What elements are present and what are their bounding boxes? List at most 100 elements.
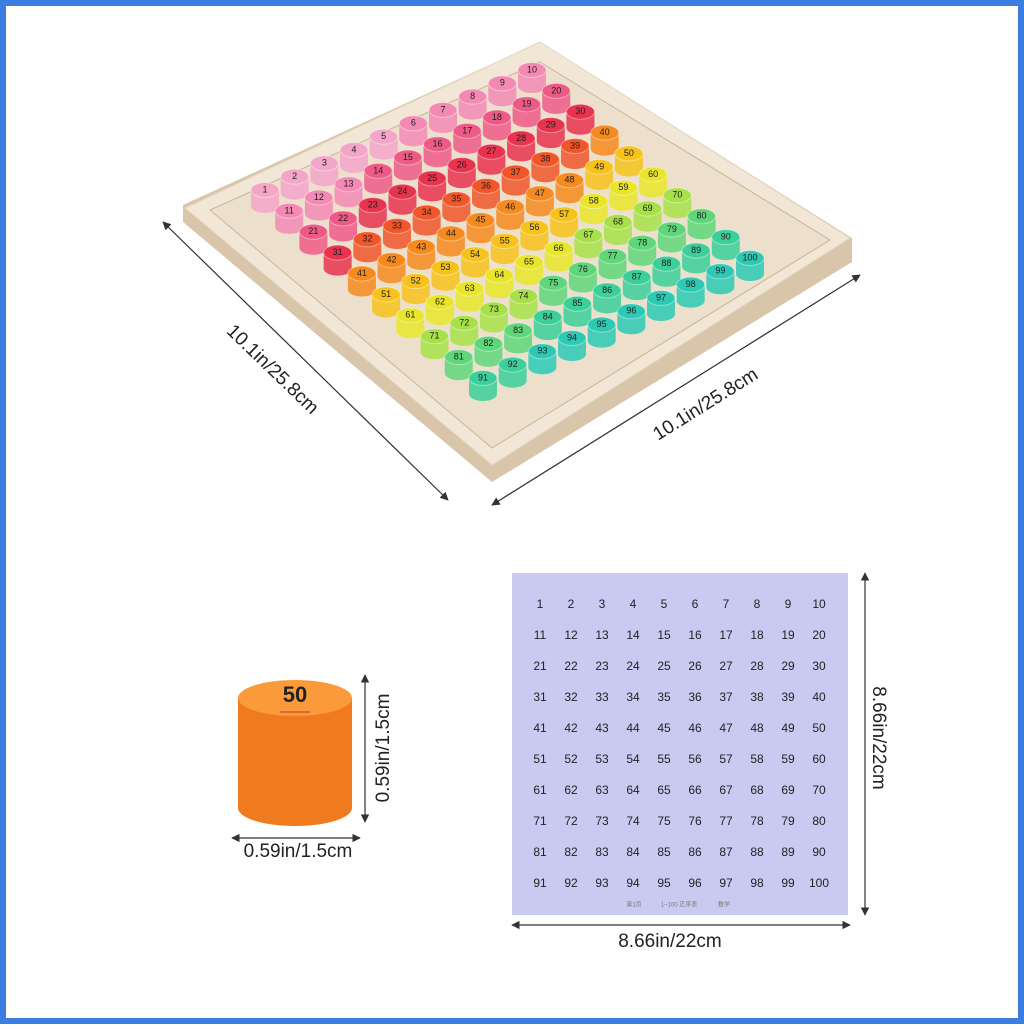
sheet-number: 66: [688, 783, 702, 797]
peg-number: 34: [422, 207, 432, 217]
peg: 48: [555, 172, 585, 204]
peg: 15: [393, 149, 423, 181]
peg-number: 97: [656, 292, 666, 302]
peg-number: 96: [626, 306, 636, 316]
sheet-number: 75: [657, 814, 671, 828]
peg-top: [452, 122, 482, 139]
peg: 46: [495, 198, 525, 230]
peg-number: 1: [262, 184, 267, 194]
sheet-number: 33: [595, 690, 609, 704]
peg-number: 65: [524, 256, 534, 266]
peg-number: 45: [476, 215, 486, 225]
sheet-number: 46: [688, 721, 702, 735]
peg-top: [471, 178, 501, 194]
peg-top: [525, 185, 555, 202]
sheet-number: 78: [750, 814, 764, 828]
sheet-number: 41: [533, 721, 547, 735]
sheet-number: 97: [719, 876, 733, 890]
peg-top: [458, 88, 488, 105]
peg-label: 50: [283, 682, 307, 707]
peg: 23: [358, 197, 388, 229]
peg-top: [735, 250, 765, 266]
peg: 57: [549, 206, 579, 238]
sheet-number: 8: [754, 597, 761, 611]
peg-number: 91: [478, 372, 488, 382]
peg: 33: [382, 218, 412, 249]
sheet-number: 29: [781, 659, 795, 673]
sheet-number: 99: [781, 876, 795, 890]
peg-number: 30: [575, 106, 585, 116]
peg: 66: [544, 240, 574, 272]
peg: 62: [425, 294, 455, 325]
peg: 20: [541, 82, 571, 114]
sheet-number: 49: [781, 721, 795, 735]
peg-number: 77: [608, 251, 618, 261]
sheet-number: 91: [533, 876, 547, 890]
peg-top: [530, 151, 560, 168]
dimension-line: [491, 274, 861, 506]
peg: 41: [347, 265, 377, 297]
sheet-footer: 第1页: [626, 901, 641, 909]
peg-number: 93: [537, 346, 547, 356]
peg: 18: [482, 109, 512, 141]
peg-top: [681, 242, 711, 259]
peg-top: [280, 168, 310, 185]
peg-number: 76: [578, 264, 588, 274]
peg-number: 9: [500, 78, 505, 88]
peg-number: 13: [344, 179, 354, 189]
sheet-number: 26: [688, 659, 702, 673]
peg-number: 68: [613, 216, 623, 226]
peg-number: 14: [373, 165, 383, 175]
peg-number: 81: [454, 351, 464, 361]
peg-number: 50: [624, 148, 634, 158]
peg-number: 57: [559, 209, 569, 219]
peg-top: [627, 234, 657, 251]
dimension-label: 8.66in/22cm: [868, 686, 889, 790]
peg: 39: [560, 138, 590, 169]
sheet-number: 98: [750, 876, 764, 890]
sheet-number: 53: [595, 752, 609, 766]
peg: 30: [565, 103, 595, 135]
sheet-number: 48: [750, 721, 764, 735]
peg-top: [711, 229, 741, 246]
sheet-number: 88: [750, 845, 764, 859]
peg-number: 73: [489, 304, 499, 314]
peg: 5: [369, 128, 399, 160]
sheet-number: 47: [719, 721, 733, 735]
peg: 47: [525, 185, 555, 217]
sheet-number: 94: [626, 876, 640, 890]
peg: 97: [646, 290, 676, 321]
peg-number: 66: [554, 243, 564, 253]
sheet-number: 90: [812, 845, 826, 859]
peg-top: [490, 233, 520, 250]
peg-top: [487, 75, 517, 92]
sheet-number: 43: [595, 721, 609, 735]
peg-number: 4: [351, 144, 356, 154]
peg-number: 64: [494, 270, 504, 280]
peg-top: [393, 149, 423, 166]
sheet-number: 7: [723, 597, 730, 611]
sheet-number: 32: [564, 690, 578, 704]
sheet-number: 83: [595, 845, 609, 859]
peg-number: 33: [392, 220, 402, 230]
peg-number: 23: [368, 199, 378, 209]
sheet-number: 95: [657, 876, 671, 890]
sheet-number: 42: [564, 721, 578, 735]
peg: 32: [352, 231, 382, 263]
peg-number: 24: [397, 186, 407, 196]
peg-top: [339, 142, 369, 158]
peg-top: [476, 143, 506, 160]
peg-top: [495, 198, 525, 215]
peg-number: 53: [440, 262, 450, 272]
peg-top: [565, 103, 595, 120]
sheet-number: 82: [564, 845, 578, 859]
sheet-number: 38: [750, 690, 764, 704]
sheet-number: 56: [688, 752, 702, 766]
peg: 72: [449, 314, 479, 346]
peg: 68: [603, 214, 633, 245]
peg-number: 18: [492, 112, 502, 122]
peg-number: 70: [672, 190, 682, 200]
peg-top: [544, 240, 574, 257]
peg: 90: [711, 229, 741, 261]
